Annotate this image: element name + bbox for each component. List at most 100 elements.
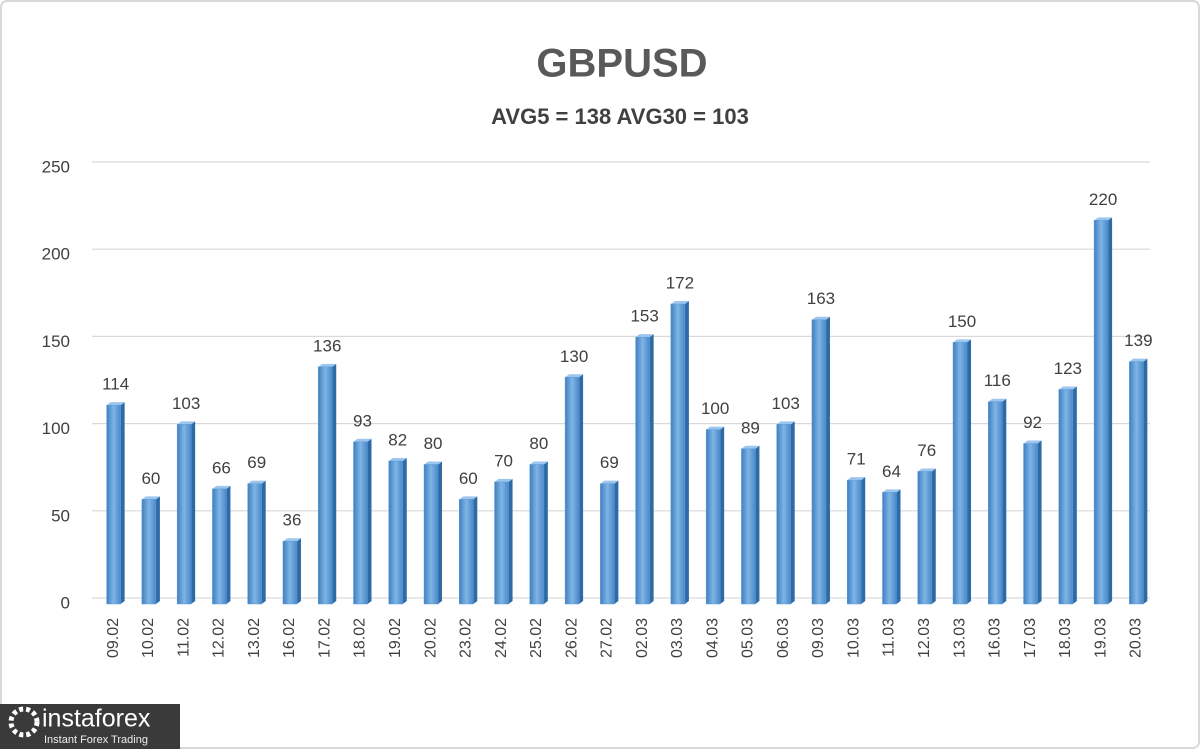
value-label: 220	[1089, 190, 1117, 209]
bar	[388, 460, 404, 605]
bar-side	[402, 457, 407, 604]
bar-side	[367, 438, 372, 604]
plot-area: 0 50 100 150 200 250 09.02 114 10.02 60 11.02 103 12…	[42, 157, 1153, 658]
bar	[529, 464, 545, 605]
bar-top	[917, 468, 936, 472]
bar-top	[247, 480, 266, 484]
bar	[564, 377, 580, 605]
bar	[494, 481, 509, 605]
logo-box	[0, 704, 180, 749]
bar-top	[459, 496, 478, 500]
bar	[811, 319, 827, 605]
bar	[353, 441, 368, 605]
bar	[423, 464, 439, 605]
value-label: 93	[353, 411, 372, 430]
bar-side	[120, 402, 125, 604]
y-tick-label: 200	[42, 245, 70, 264]
bar-side	[543, 461, 548, 604]
x-tick-label: 20.03	[1128, 618, 1145, 658]
bar	[1023, 443, 1038, 605]
bar-top	[529, 461, 548, 465]
value-label: 64	[882, 462, 901, 481]
bar-side	[1072, 386, 1077, 604]
value-label: 71	[847, 450, 866, 469]
value-label: 172	[666, 274, 694, 293]
logo-icon	[8, 706, 40, 738]
value-label: 150	[948, 312, 976, 331]
x-tick-label: 12.03	[916, 618, 933, 658]
value-label: 69	[600, 453, 619, 472]
x-tick-label: 19.02	[387, 618, 404, 658]
bar-top	[212, 485, 231, 489]
chart-title: GBPUSD	[536, 42, 707, 86]
bar-top	[424, 461, 443, 465]
bar-top	[811, 316, 830, 320]
bar	[705, 429, 721, 605]
bar-top	[882, 489, 901, 493]
value-label: 70	[494, 451, 513, 470]
bar	[635, 336, 650, 605]
bar-top	[177, 421, 196, 425]
bar-side	[191, 421, 196, 604]
value-label: 36	[283, 511, 302, 530]
bar	[670, 303, 686, 605]
x-tick-label: 23.02	[458, 618, 475, 658]
x-tick-label: 25.02	[528, 618, 545, 658]
bar	[459, 499, 474, 605]
value-label: 153	[630, 307, 658, 326]
bar-side	[684, 301, 689, 604]
value-label: 80	[529, 434, 548, 453]
bar-side	[967, 339, 972, 604]
chart-subtitle: AVG5 = 138 AVG30 = 103	[491, 104, 749, 129]
bar-top	[1129, 358, 1148, 362]
bar-side	[155, 496, 160, 604]
x-tick-label: 18.02	[352, 618, 369, 658]
bar-side	[473, 496, 478, 604]
bar-top	[565, 374, 584, 378]
x-tick-label: 10.03	[845, 618, 862, 658]
bar-side	[1037, 440, 1042, 604]
bar-side	[332, 363, 337, 604]
bar-top	[847, 477, 866, 481]
bar-top	[106, 402, 125, 406]
value-label: 136	[313, 336, 341, 355]
bar-side	[261, 480, 266, 604]
bar-top	[282, 538, 301, 542]
x-tick-label: 20.02	[422, 618, 439, 658]
bar	[776, 424, 791, 605]
x-tick-label: 02.03	[634, 618, 651, 658]
x-tick-label: 09.03	[810, 618, 827, 658]
bar-top	[494, 478, 513, 482]
bar-top	[1058, 386, 1077, 390]
bar-top	[953, 339, 972, 343]
y-tick-label: 50	[51, 506, 70, 525]
bar-side	[825, 316, 830, 604]
x-tick-label: 10.02	[140, 618, 157, 658]
x-tick-label: 06.03	[775, 618, 792, 658]
value-label: 163	[807, 289, 835, 308]
bar-top	[141, 496, 160, 500]
x-tick-label: 19.03	[1092, 618, 1109, 658]
value-label: 116	[984, 371, 1011, 390]
bar-side	[755, 445, 760, 604]
logo: instaforex Instant Forex Trading	[0, 704, 180, 749]
y-tick-label: 100	[42, 419, 70, 438]
bar-side	[226, 485, 231, 604]
x-tick-label: 11.02	[175, 618, 192, 657]
x-tick-label: 26.02	[563, 618, 580, 658]
x-tick-label: 13.03	[951, 618, 968, 658]
x-tick-label: 12.02	[211, 618, 228, 658]
value-label: 69	[247, 453, 266, 472]
bar	[176, 424, 192, 605]
bar	[846, 479, 862, 605]
value-label: 103	[772, 394, 800, 413]
bar-top	[670, 301, 689, 305]
value-label: 60	[459, 469, 478, 488]
y-tick-label: 150	[42, 332, 70, 351]
bar-side	[1002, 398, 1007, 604]
bar	[282, 540, 298, 605]
bar-side	[896, 489, 901, 604]
x-tick-label: 11.03	[881, 618, 898, 657]
bar-top	[706, 426, 725, 430]
